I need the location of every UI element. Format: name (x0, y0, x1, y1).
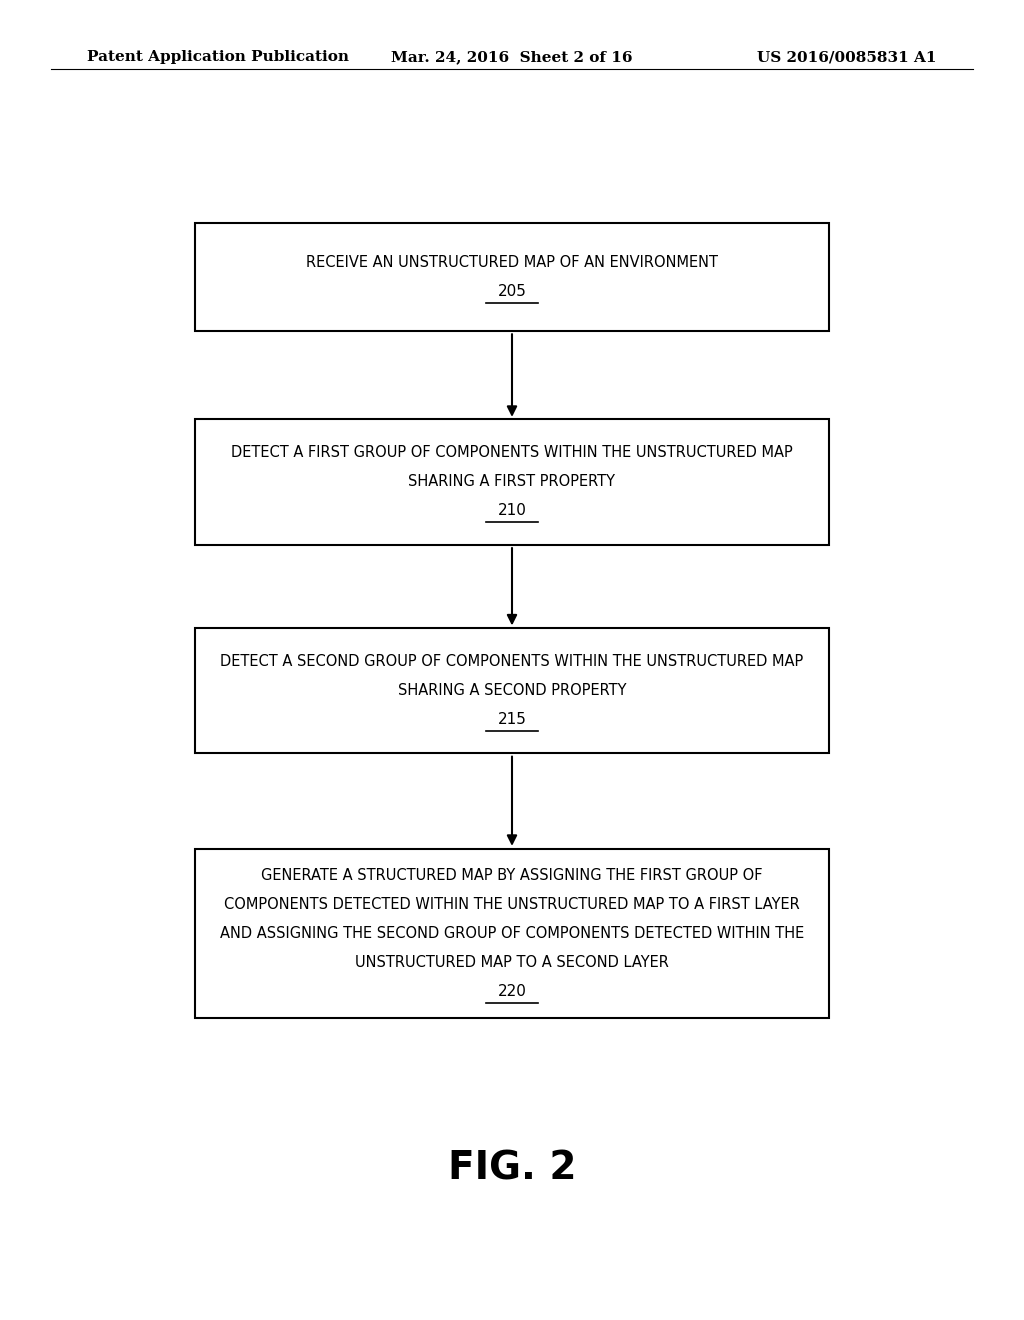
Bar (195, 223, 829, 331)
Text: 215: 215 (498, 711, 526, 727)
Text: GENERATE A STRUCTURED MAP BY ASSIGNING THE FIRST GROUP OF: GENERATE A STRUCTURED MAP BY ASSIGNING T… (261, 867, 763, 883)
Bar (195, 420, 829, 544)
Text: FIG. 2: FIG. 2 (447, 1150, 577, 1187)
Text: Patent Application Publication: Patent Application Publication (87, 50, 349, 65)
Text: DETECT A FIRST GROUP OF COMPONENTS WITHIN THE UNSTRUCTURED MAP: DETECT A FIRST GROUP OF COMPONENTS WITHI… (231, 445, 793, 461)
Bar (195, 628, 829, 752)
Text: 220: 220 (498, 983, 526, 999)
Text: Mar. 24, 2016  Sheet 2 of 16: Mar. 24, 2016 Sheet 2 of 16 (391, 50, 633, 65)
Text: SHARING A SECOND PROPERTY: SHARING A SECOND PROPERTY (397, 682, 627, 698)
Text: AND ASSIGNING THE SECOND GROUP OF COMPONENTS DETECTED WITHIN THE: AND ASSIGNING THE SECOND GROUP OF COMPON… (220, 925, 804, 941)
Text: RECEIVE AN UNSTRUCTURED MAP OF AN ENVIRONMENT: RECEIVE AN UNSTRUCTURED MAP OF AN ENVIRO… (306, 255, 718, 271)
Text: 205: 205 (498, 284, 526, 300)
Text: US 2016/0085831 A1: US 2016/0085831 A1 (758, 50, 937, 65)
Text: COMPONENTS DETECTED WITHIN THE UNSTRUCTURED MAP TO A FIRST LAYER: COMPONENTS DETECTED WITHIN THE UNSTRUCTU… (224, 896, 800, 912)
Text: SHARING A FIRST PROPERTY: SHARING A FIRST PROPERTY (409, 474, 615, 490)
Bar (195, 849, 829, 1018)
Text: DETECT A SECOND GROUP OF COMPONENTS WITHIN THE UNSTRUCTURED MAP: DETECT A SECOND GROUP OF COMPONENTS WITH… (220, 653, 804, 669)
Text: 210: 210 (498, 503, 526, 519)
Text: UNSTRUCTURED MAP TO A SECOND LAYER: UNSTRUCTURED MAP TO A SECOND LAYER (355, 954, 669, 970)
